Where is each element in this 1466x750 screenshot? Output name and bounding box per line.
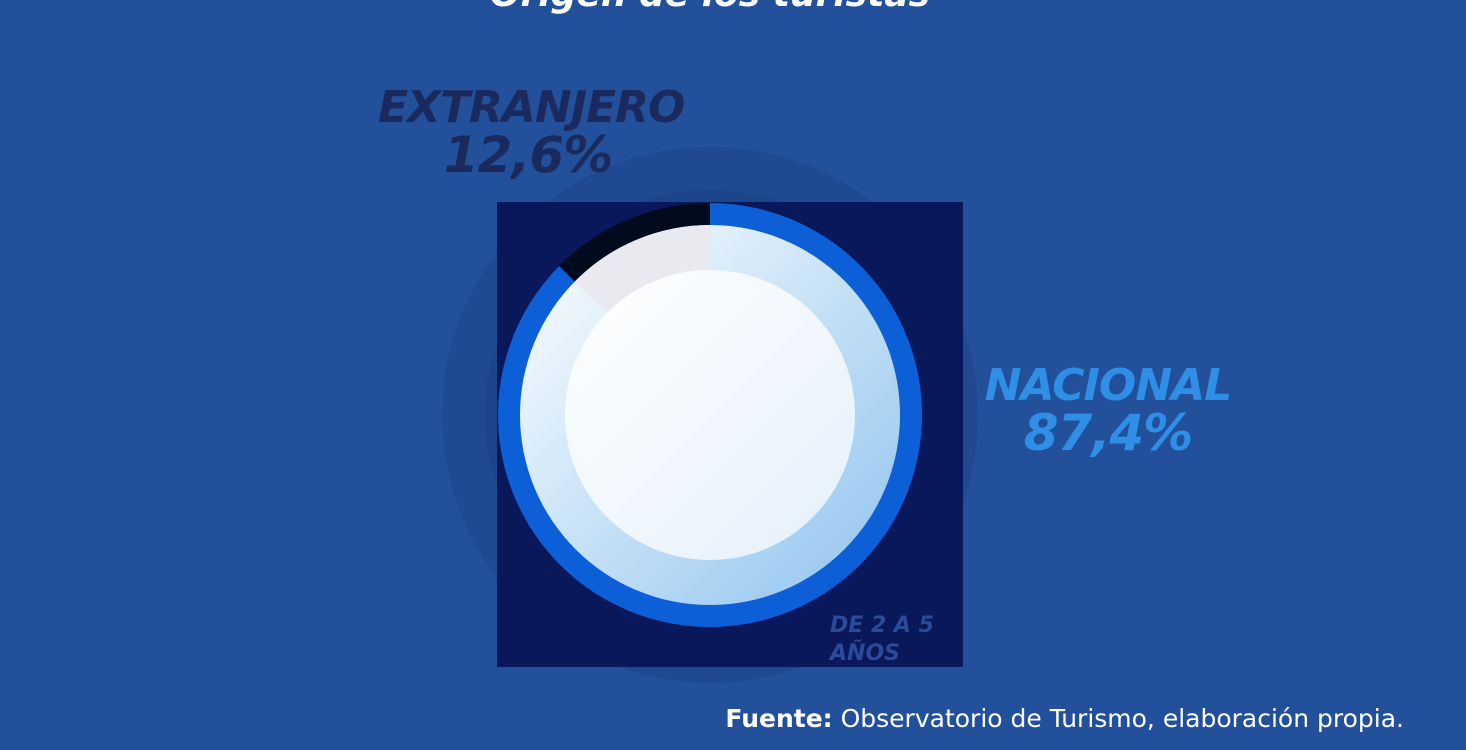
slice-label: NACIONAL 87,4% <box>958 360 1258 462</box>
annotation: DE 2 A 5 AÑOS <box>830 613 934 666</box>
source-text: Observatorio de Turismo, elaboración pro… <box>840 704 1404 733</box>
chart-title: Origen de los turistas <box>490 0 930 15</box>
value-label: 12,6% <box>443 126 613 184</box>
core <box>565 270 855 560</box>
slice-label: EXTRANJERO 12,6% <box>378 82 685 184</box>
source: Fuente: Observatorio de Turismo, elabora… <box>725 704 1404 733</box>
category: NACIONAL <box>984 360 1233 411</box>
source-label: Fuente: <box>725 704 833 733</box>
value-label: 87,4% <box>1023 404 1193 462</box>
category: EXTRANJERO <box>378 82 685 133</box>
